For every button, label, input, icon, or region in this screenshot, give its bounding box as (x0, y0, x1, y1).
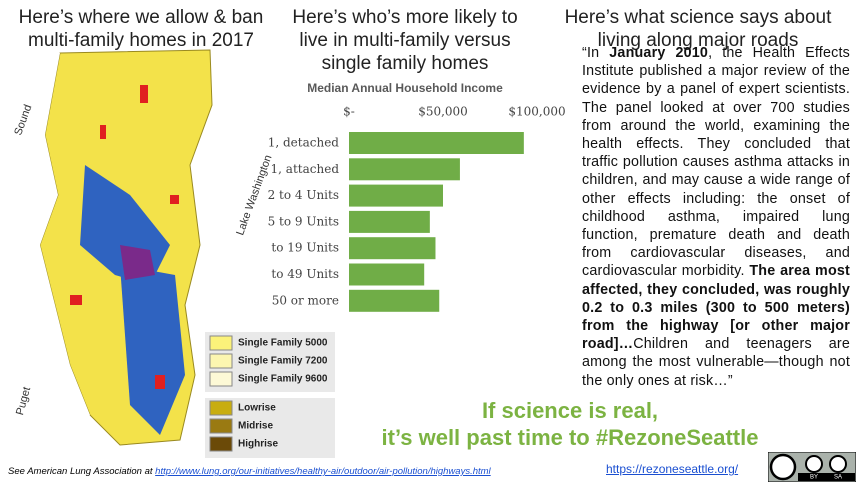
quote-text: January 2010 (609, 45, 709, 61)
legend-label: Single Family 5000 (238, 338, 328, 349)
quote-text: Children and teenagers are among the mos… (582, 336, 850, 389)
source-prefix: See American Lung Association at (8, 466, 156, 477)
y-tick-label: 1, attached (271, 162, 340, 176)
bar (349, 184, 443, 207)
legend-swatch (209, 371, 233, 387)
source-link[interactable]: http://www.lung.org/our-initiatives/heal… (155, 466, 491, 477)
legend-label: Lowrise (238, 403, 276, 414)
legend-swatch (209, 418, 233, 434)
license-label: SA (834, 475, 842, 481)
bar (349, 210, 430, 233)
heading: Here’s what science says about living al… (564, 7, 832, 51)
legend-swatch (209, 353, 233, 369)
legend-swatch (209, 400, 233, 416)
heading: Here’s who’s more likely to live in mult… (292, 7, 518, 74)
heading: Here’s where we allow & ban multi-family… (18, 7, 264, 51)
quote: “In January 2010, the Health Effects Ins… (582, 44, 850, 390)
water (0, 45, 90, 465)
slogan: If science is real, (481, 398, 659, 423)
legend-label: Midrise (238, 421, 273, 432)
y-tick-label: 10 to 19 Units (268, 241, 339, 255)
bar (349, 289, 440, 312)
quote-text: “In (582, 45, 610, 61)
source: See American Lung Association at http://… (8, 466, 491, 477)
cc-badge: BY SA (768, 452, 856, 482)
legend-swatch (209, 335, 233, 351)
y-tick-label: 20 to 49 Units (268, 267, 339, 281)
quote-text: , the Health Effects Institute published… (582, 45, 850, 280)
y-tick-label: 5 to 9 Units (268, 214, 339, 228)
chart-title: Median Annual Household Income (307, 81, 503, 95)
y-tick-label: 2 to 4 Units (268, 188, 339, 202)
x-tick-label: $50,000 (418, 105, 468, 119)
x-tick-label: $- (343, 105, 355, 119)
bar (349, 132, 524, 154)
legend-label: Single Family 9600 (238, 374, 328, 385)
quote-text: The area most affected, they concluded, … (582, 263, 850, 353)
industrial-zone (120, 265, 185, 435)
chart: Median Annual Household Income $- $50,000… (268, 81, 566, 312)
legend-label: Single Family 7200 (238, 356, 328, 367)
legend-label: Highrise (238, 439, 278, 450)
x-tick-label: $100,000 (508, 105, 565, 119)
license-label: BY (810, 475, 818, 481)
red-zones (70, 85, 179, 389)
slogan: it’s well past time to #RezoneSeattle (381, 425, 759, 450)
downtown (120, 245, 155, 280)
site-link[interactable]: https://rezoneseattle.org/ (606, 462, 739, 476)
y-tick-label: 50 or more (272, 293, 339, 307)
legend-swatch (209, 436, 233, 452)
bar (349, 263, 425, 286)
bar (349, 237, 436, 260)
y-tick-label: 1, detached (268, 136, 339, 150)
bar (349, 158, 460, 181)
zoning-map: Sound Lake Washington Puget Single Famil… (0, 45, 335, 465)
